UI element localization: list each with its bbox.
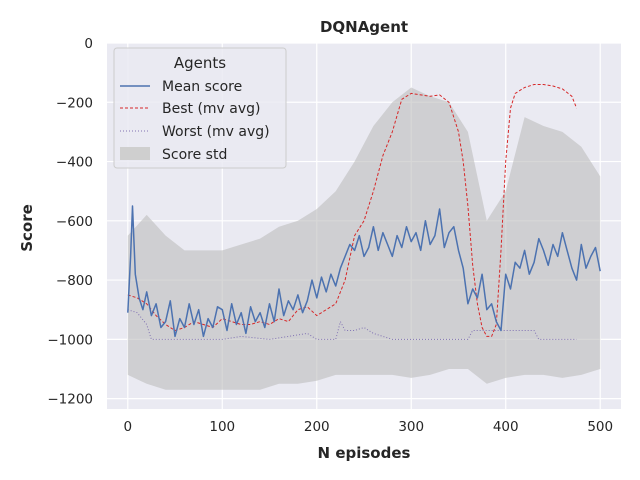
ticks: 0 100 200 300 400 500 0 −200 −400 −600 −800 −1000 −1… xyxy=(47,36,613,435)
legend-label-worst: Worst (mv avg) xyxy=(162,124,270,140)
std-band xyxy=(127,87,601,390)
x-tick-label: 0 xyxy=(123,419,132,435)
y-tick-label: 0 xyxy=(84,36,93,52)
chart-title: DQNAgent xyxy=(320,18,408,36)
y-tick-label: −400 xyxy=(56,155,93,171)
x-tick-label: 200 xyxy=(304,419,330,435)
y-tick-label: −1200 xyxy=(47,392,93,408)
legend-label-std: Score std xyxy=(162,147,227,163)
x-tick-label: 500 xyxy=(587,419,613,435)
x-tick-label: 300 xyxy=(398,419,424,435)
y-tick-label: −600 xyxy=(56,214,93,230)
x-tick-label: 400 xyxy=(493,419,519,435)
y-tick-label: −200 xyxy=(56,95,93,111)
legend: Agents Mean score Best (mv avg) Worst (m… xyxy=(113,47,287,169)
legend-title: Agents xyxy=(174,54,226,72)
y-tick-label: −800 xyxy=(56,273,93,289)
x-axis-label: N episodes xyxy=(318,444,411,462)
series-line-mean-score xyxy=(127,205,601,338)
x-tick-label: 100 xyxy=(209,419,235,435)
legend-label-best: Best (mv avg) xyxy=(162,101,261,117)
plot-content xyxy=(127,84,601,390)
legend-swatch-std xyxy=(120,147,150,160)
legend-box xyxy=(113,47,287,169)
legend-label-mean: Mean score xyxy=(162,79,242,95)
y-tick-label: −1000 xyxy=(47,332,93,348)
y-axis-label: Score xyxy=(18,204,36,252)
